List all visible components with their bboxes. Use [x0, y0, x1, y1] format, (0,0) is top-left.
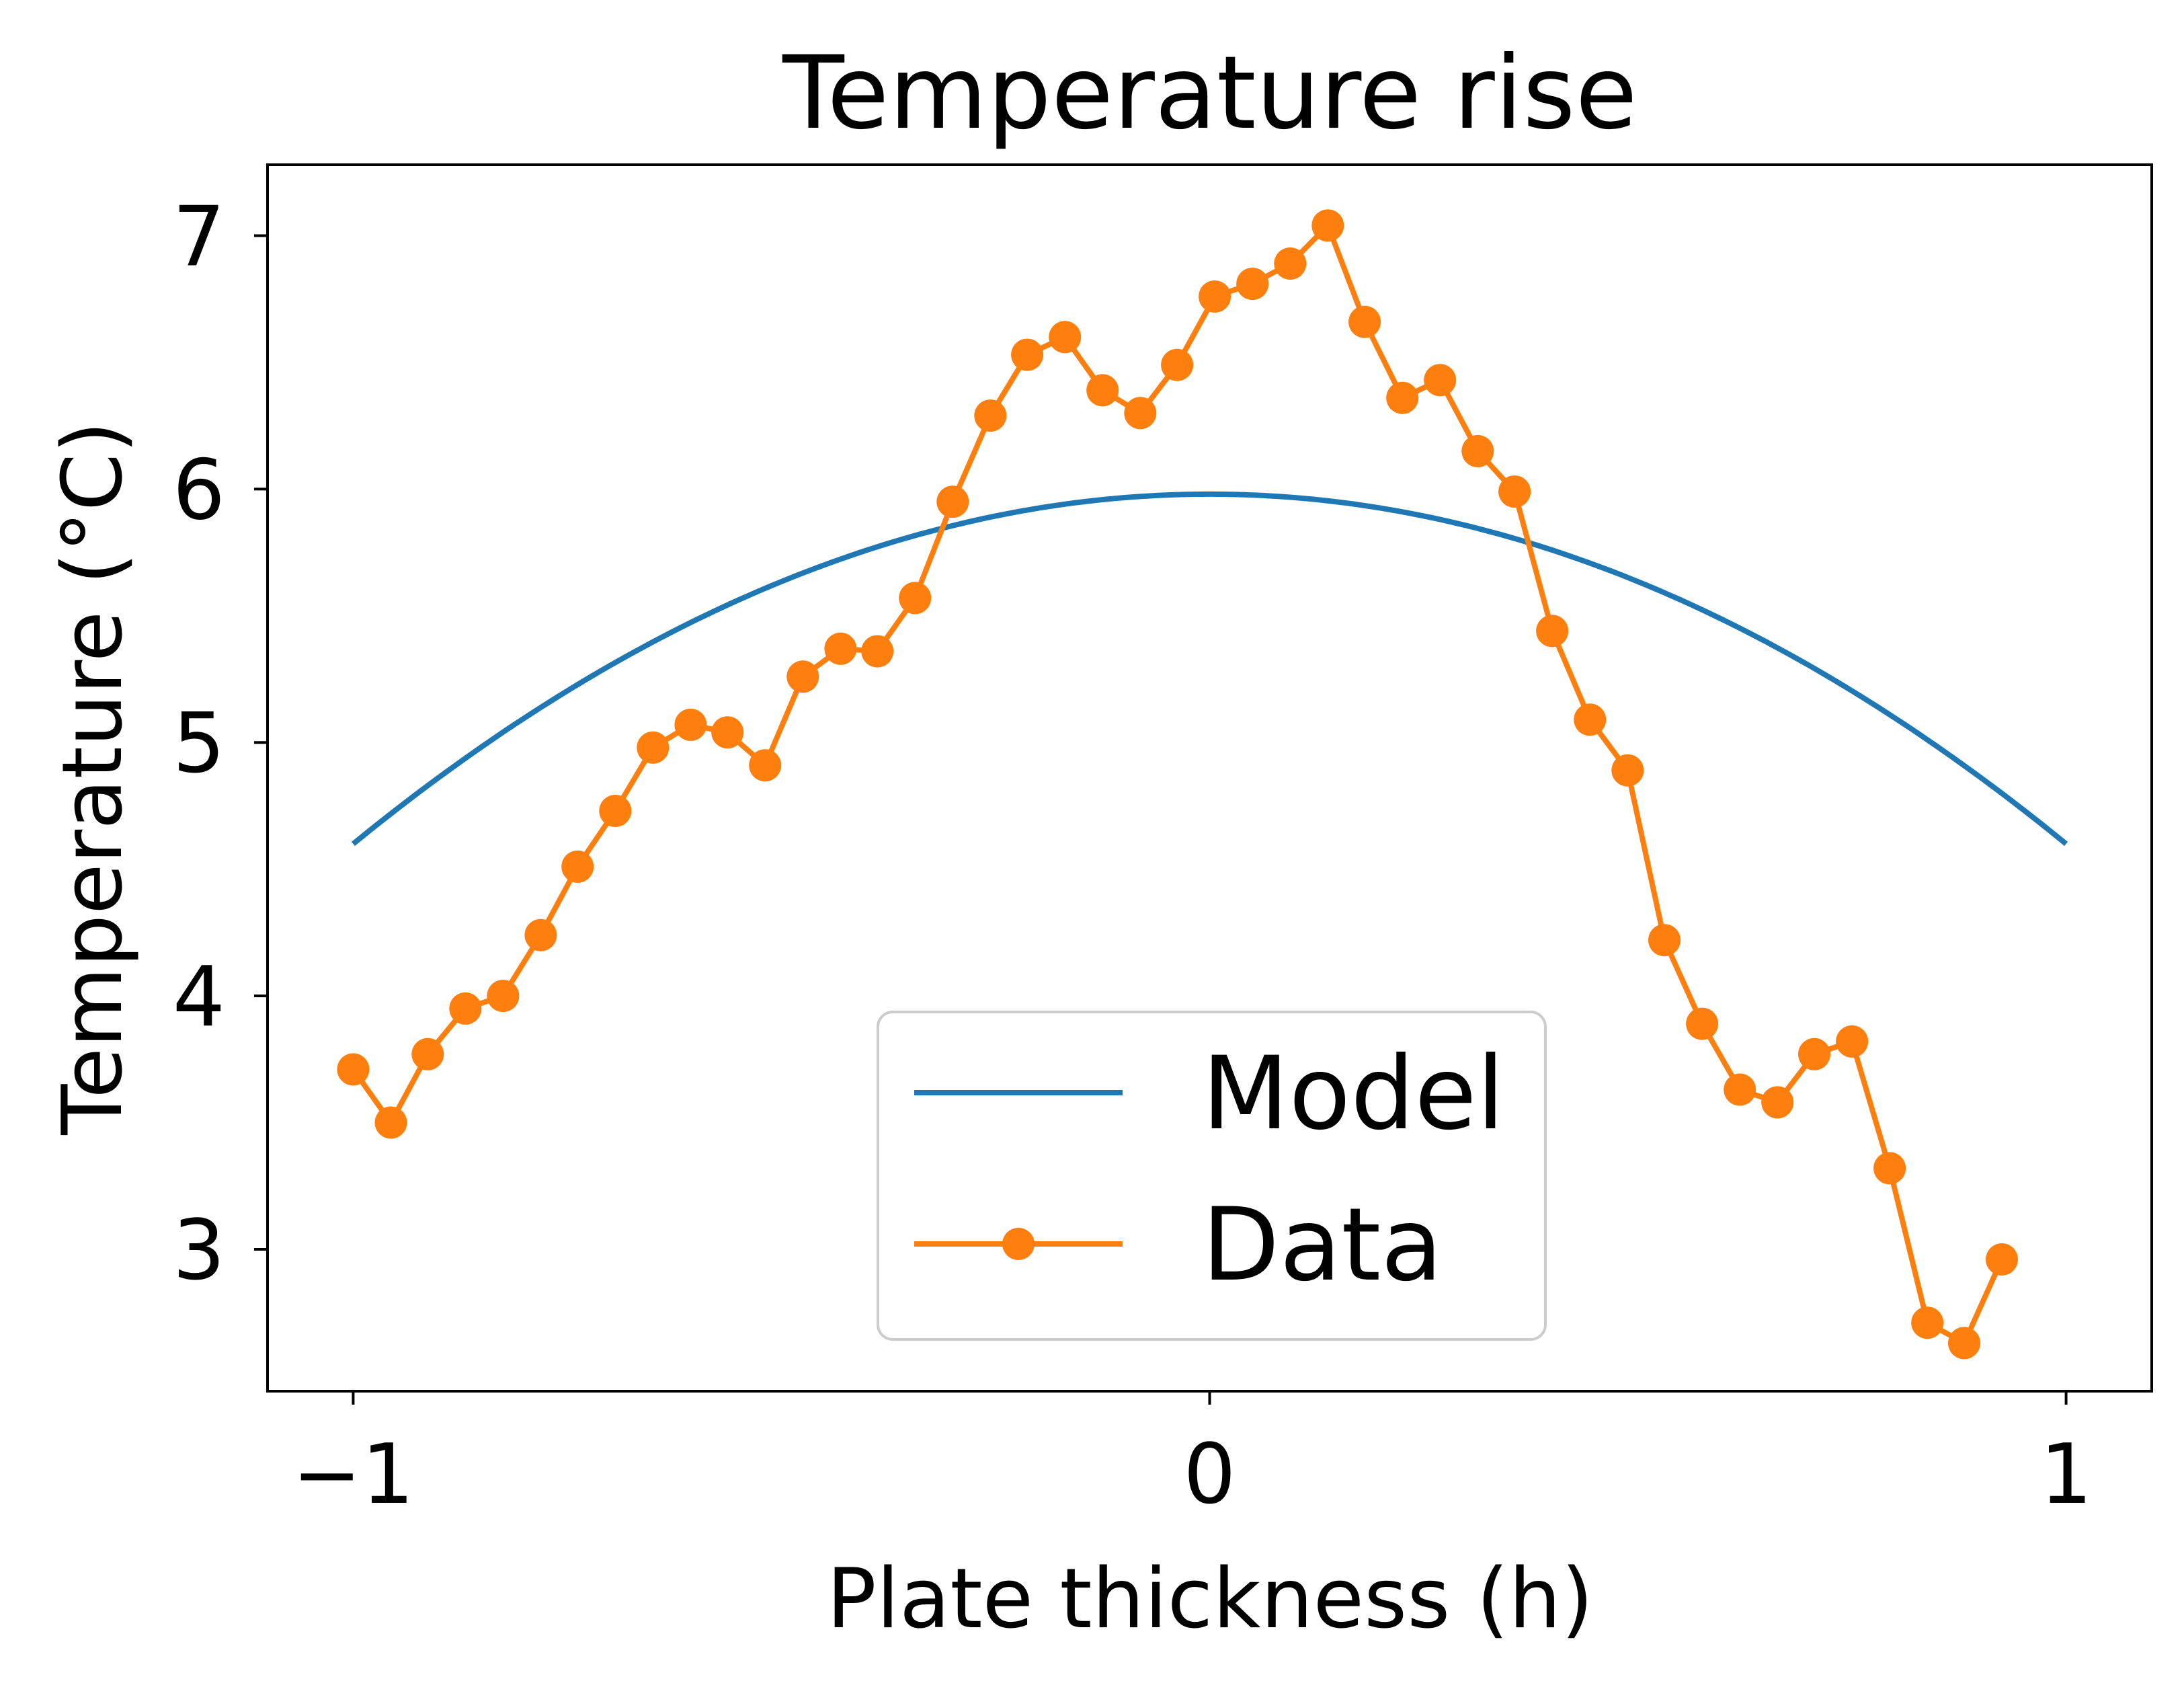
data-point	[824, 632, 857, 665]
x-tick-label: 1	[2039, 1427, 2092, 1523]
data-point	[1199, 280, 1231, 313]
data-point	[674, 708, 707, 741]
chart-title: Temperature rise	[782, 35, 1637, 152]
data-point	[786, 660, 819, 693]
data-point	[974, 399, 1007, 432]
legend: Model Data	[877, 1011, 1547, 1341]
y-tick-label: 5	[173, 696, 225, 792]
y-tick-label: 4	[173, 949, 225, 1046]
data-point	[936, 485, 969, 518]
data-point	[561, 850, 594, 883]
data-point	[1648, 924, 1681, 957]
data-point	[1574, 703, 1607, 736]
data-point	[899, 582, 932, 615]
legend-data-marker	[1002, 1228, 1035, 1260]
data-point	[1686, 1007, 1719, 1040]
data-point	[711, 716, 744, 749]
data-point	[1873, 1152, 1906, 1185]
data-point	[599, 795, 632, 827]
y-axis-ticks: 3 4 5 6 7	[173, 190, 268, 1299]
y-tick-label: 7	[173, 190, 225, 286]
data-point	[637, 731, 670, 764]
data-point	[1536, 615, 1569, 648]
data-point	[1348, 305, 1381, 338]
x-tick-label: 0	[1183, 1427, 1236, 1523]
data-point	[1611, 754, 1644, 787]
y-tick-label: 3	[173, 1203, 225, 1299]
data-point	[1836, 1025, 1869, 1058]
data-point	[487, 980, 520, 1013]
data-point	[1498, 475, 1531, 508]
data-point	[1986, 1243, 2018, 1276]
data-point	[1761, 1086, 1794, 1119]
data-point	[1086, 374, 1119, 407]
data-point	[1049, 321, 1082, 354]
x-axis-ticks: −1 0 1	[292, 1391, 2093, 1523]
data-point	[1311, 209, 1344, 242]
data-point	[1161, 348, 1194, 381]
legend-data-label: Data	[1202, 1187, 1443, 1304]
data-point	[374, 1106, 407, 1139]
y-tick-label: 6	[173, 442, 225, 539]
data-point	[1911, 1306, 1944, 1339]
series-layer	[337, 209, 2068, 1360]
data-point	[861, 635, 894, 668]
data-point	[1461, 434, 1494, 467]
data-point	[1124, 397, 1157, 430]
data-point	[1424, 364, 1457, 397]
data-point	[1274, 247, 1307, 280]
data-point	[337, 1053, 370, 1086]
data-point	[1386, 381, 1419, 414]
data-point	[749, 749, 782, 782]
x-axis-label: Plate thickness (h)	[827, 1551, 1594, 1647]
data-point	[1011, 338, 1044, 371]
y-axis-label: Temperature (°C)	[45, 421, 141, 1136]
data-point	[449, 992, 482, 1025]
data-point	[1724, 1073, 1756, 1106]
data-point	[1798, 1038, 1830, 1070]
x-tick-label: −1	[292, 1427, 414, 1523]
data-point	[1236, 268, 1269, 301]
data-point	[411, 1038, 444, 1070]
data-point	[1948, 1327, 1980, 1360]
legend-model-label: Model	[1202, 1035, 1504, 1152]
series-model-line	[351, 491, 2068, 847]
data-point	[524, 918, 557, 951]
